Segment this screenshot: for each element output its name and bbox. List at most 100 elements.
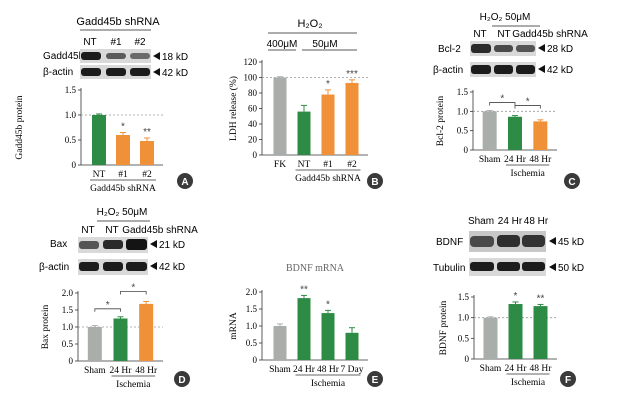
panel-badge-b-label: B [371, 177, 378, 188]
panel-badge-b: B [367, 173, 383, 189]
panel-a-lane-2: #1 [110, 37, 122, 48]
chart-e: 0 0.5 1.0 1.5 2.0 mRNA Sham ** 24 Hr * 48 Hr 7 Day I… [229, 263, 368, 389]
bar [92, 115, 106, 165]
panel-c-lane-2: NT [497, 29, 510, 40]
blot-band-icon [471, 65, 491, 74]
y-tick-label: 0.5 [458, 333, 470, 343]
panel-f-blot-2-label: Tubulin [433, 263, 465, 274]
y-axis-label: mRNA [229, 312, 239, 340]
blot-band-icon [79, 241, 99, 249]
panel-c-blot-1-marker: 28 kD [547, 44, 573, 55]
significance-marker: *** [346, 69, 358, 80]
panel-f-lane-1: Sham [468, 216, 494, 227]
blot-band-icon [494, 45, 513, 52]
bar [273, 326, 287, 360]
panel-a-blot-2-marker: 42 kD [162, 68, 188, 79]
panel-c-blot-2-marker: 42 kD [547, 65, 573, 76]
x-tick-label: #1 [323, 160, 333, 170]
y-tick-label: 1.5 [457, 87, 469, 97]
panel-f-blot-2-marker: 50 kD [558, 263, 584, 274]
panel-d: H₂O₂ 50μM NT NT Gadd45b shRNA Bax β-acti… [39, 207, 198, 390]
bar [297, 298, 311, 360]
chart-a: 0 0.5 1.0 1.5 Gadd45b protein NT * #1 ** #2 Gadd45… [15, 85, 163, 194]
bar [533, 306, 548, 359]
panel-c-blot-1-label: Bcl-2 [438, 44, 461, 55]
panel-f-lane-2: 24 Hr [498, 216, 523, 227]
x-tick-label: 48 Hr [530, 364, 553, 374]
bar [345, 332, 359, 360]
chart-b: 0 20 40 60 80 100 120 LDH release (%) FK NT * #1 ***… [228, 57, 368, 184]
y-tick-label: 60 [248, 104, 258, 114]
significance-marker: * [500, 94, 504, 105]
y-tick-label: 0.5 [65, 135, 77, 145]
significance-marker: * [326, 79, 330, 90]
bar [508, 304, 523, 359]
y-tick-label: 1.5 [65, 85, 77, 95]
panel-f: Sham 24 Hr 48 Hr BDNF Tubulin 45 kD 50 k… [433, 216, 584, 388]
blot-band-icon [81, 52, 101, 60]
arrow-icon [150, 240, 157, 248]
panel-b-conc-left: 400μM [267, 39, 298, 50]
panel-badge-a: A [177, 173, 193, 189]
bar [297, 111, 311, 155]
x-tick-label: 24 Hr [504, 155, 527, 165]
panel-badge-d-label: D [178, 375, 185, 386]
arrow-icon [153, 52, 160, 60]
panel-a: Gadd45b shRNA NT #1 #2 Gadd45b β-actin 1… [15, 16, 188, 194]
panel-badge-c-label: C [568, 177, 575, 188]
y-tick-label: 120 [244, 57, 258, 67]
significance-marker: * [526, 97, 530, 108]
y-tick-label: 0 [465, 354, 470, 364]
arrow-icon [538, 44, 545, 52]
panel-d-lane-2: NT [105, 225, 118, 236]
chart-c: 0 0.5 1.0 1.5 Bcl-2 protein Sham 24 Hr 48 Hr Isc… [436, 87, 557, 179]
group-label: Ischemia [511, 378, 546, 388]
panel-c-lane-3: Gadd45b shRNA [512, 29, 588, 40]
bar [483, 317, 498, 359]
panel-b: H₂O₂ 400μM 50μM 0 20 40 60 80 100 120 LDH relea… [228, 18, 368, 184]
blot-band-icon [516, 65, 535, 74]
x-tick-label: NT [298, 160, 311, 170]
panel-a-lane-1: NT [83, 37, 96, 48]
y-tick-label: 0.5 [62, 339, 74, 349]
x-tick-label: #2 [347, 160, 357, 170]
chart-d: 0 0.5 1.0 1.5 2.0 Bax protein Sham 24 Hr 48 Hr Is… [41, 283, 163, 390]
significance-marker: * [106, 300, 110, 311]
panel-f-blot-1-marker: 45 kD [558, 237, 584, 248]
blot-band-icon [497, 262, 520, 271]
panel-f-lane-3: 48 Hr [524, 216, 549, 227]
blot-band-icon [471, 44, 491, 53]
panel-d-header: H₂O₂ 50μM [97, 207, 148, 218]
x-tick-label: #2 [142, 170, 152, 180]
bar [508, 116, 522, 150]
y-tick-label: 1.5 [458, 292, 470, 302]
significance-marker: * [121, 122, 125, 133]
y-tick-label: 40 [248, 119, 258, 129]
significance-marker: * [326, 299, 330, 310]
panel-d-blot-1-label: Bax [50, 239, 67, 250]
x-tick-label: NT [93, 170, 106, 180]
y-tick-label: 0.5 [457, 126, 469, 136]
panel-d-blot-2-label: β-actin [39, 262, 69, 273]
blot-band-icon [522, 262, 545, 271]
y-tick-label: 0 [253, 355, 258, 365]
y-tick-label: 0 [69, 356, 74, 366]
significance-marker: * [514, 291, 518, 302]
blot-band-icon [106, 68, 126, 76]
panel-badge-a-label: A [181, 177, 188, 188]
y-tick-label: 0 [253, 150, 258, 160]
bar [345, 82, 359, 155]
x-tick-label: 48 Hr [317, 365, 340, 375]
panel-badge-f-label: F [565, 375, 571, 386]
x-tick-label: 24 Hr [293, 365, 316, 375]
panel-c-lane-1: NT [473, 29, 486, 40]
x-tick-label: Sham [480, 364, 502, 374]
bar [116, 135, 130, 165]
bar [321, 313, 335, 360]
x-tick-label: Sham [479, 155, 501, 165]
x-tick-label: #1 [118, 170, 128, 180]
x-tick-label: 24 Hr [110, 366, 133, 376]
panel-d-lane-1: NT [81, 225, 94, 236]
y-tick-label: 1.5 [62, 305, 74, 315]
